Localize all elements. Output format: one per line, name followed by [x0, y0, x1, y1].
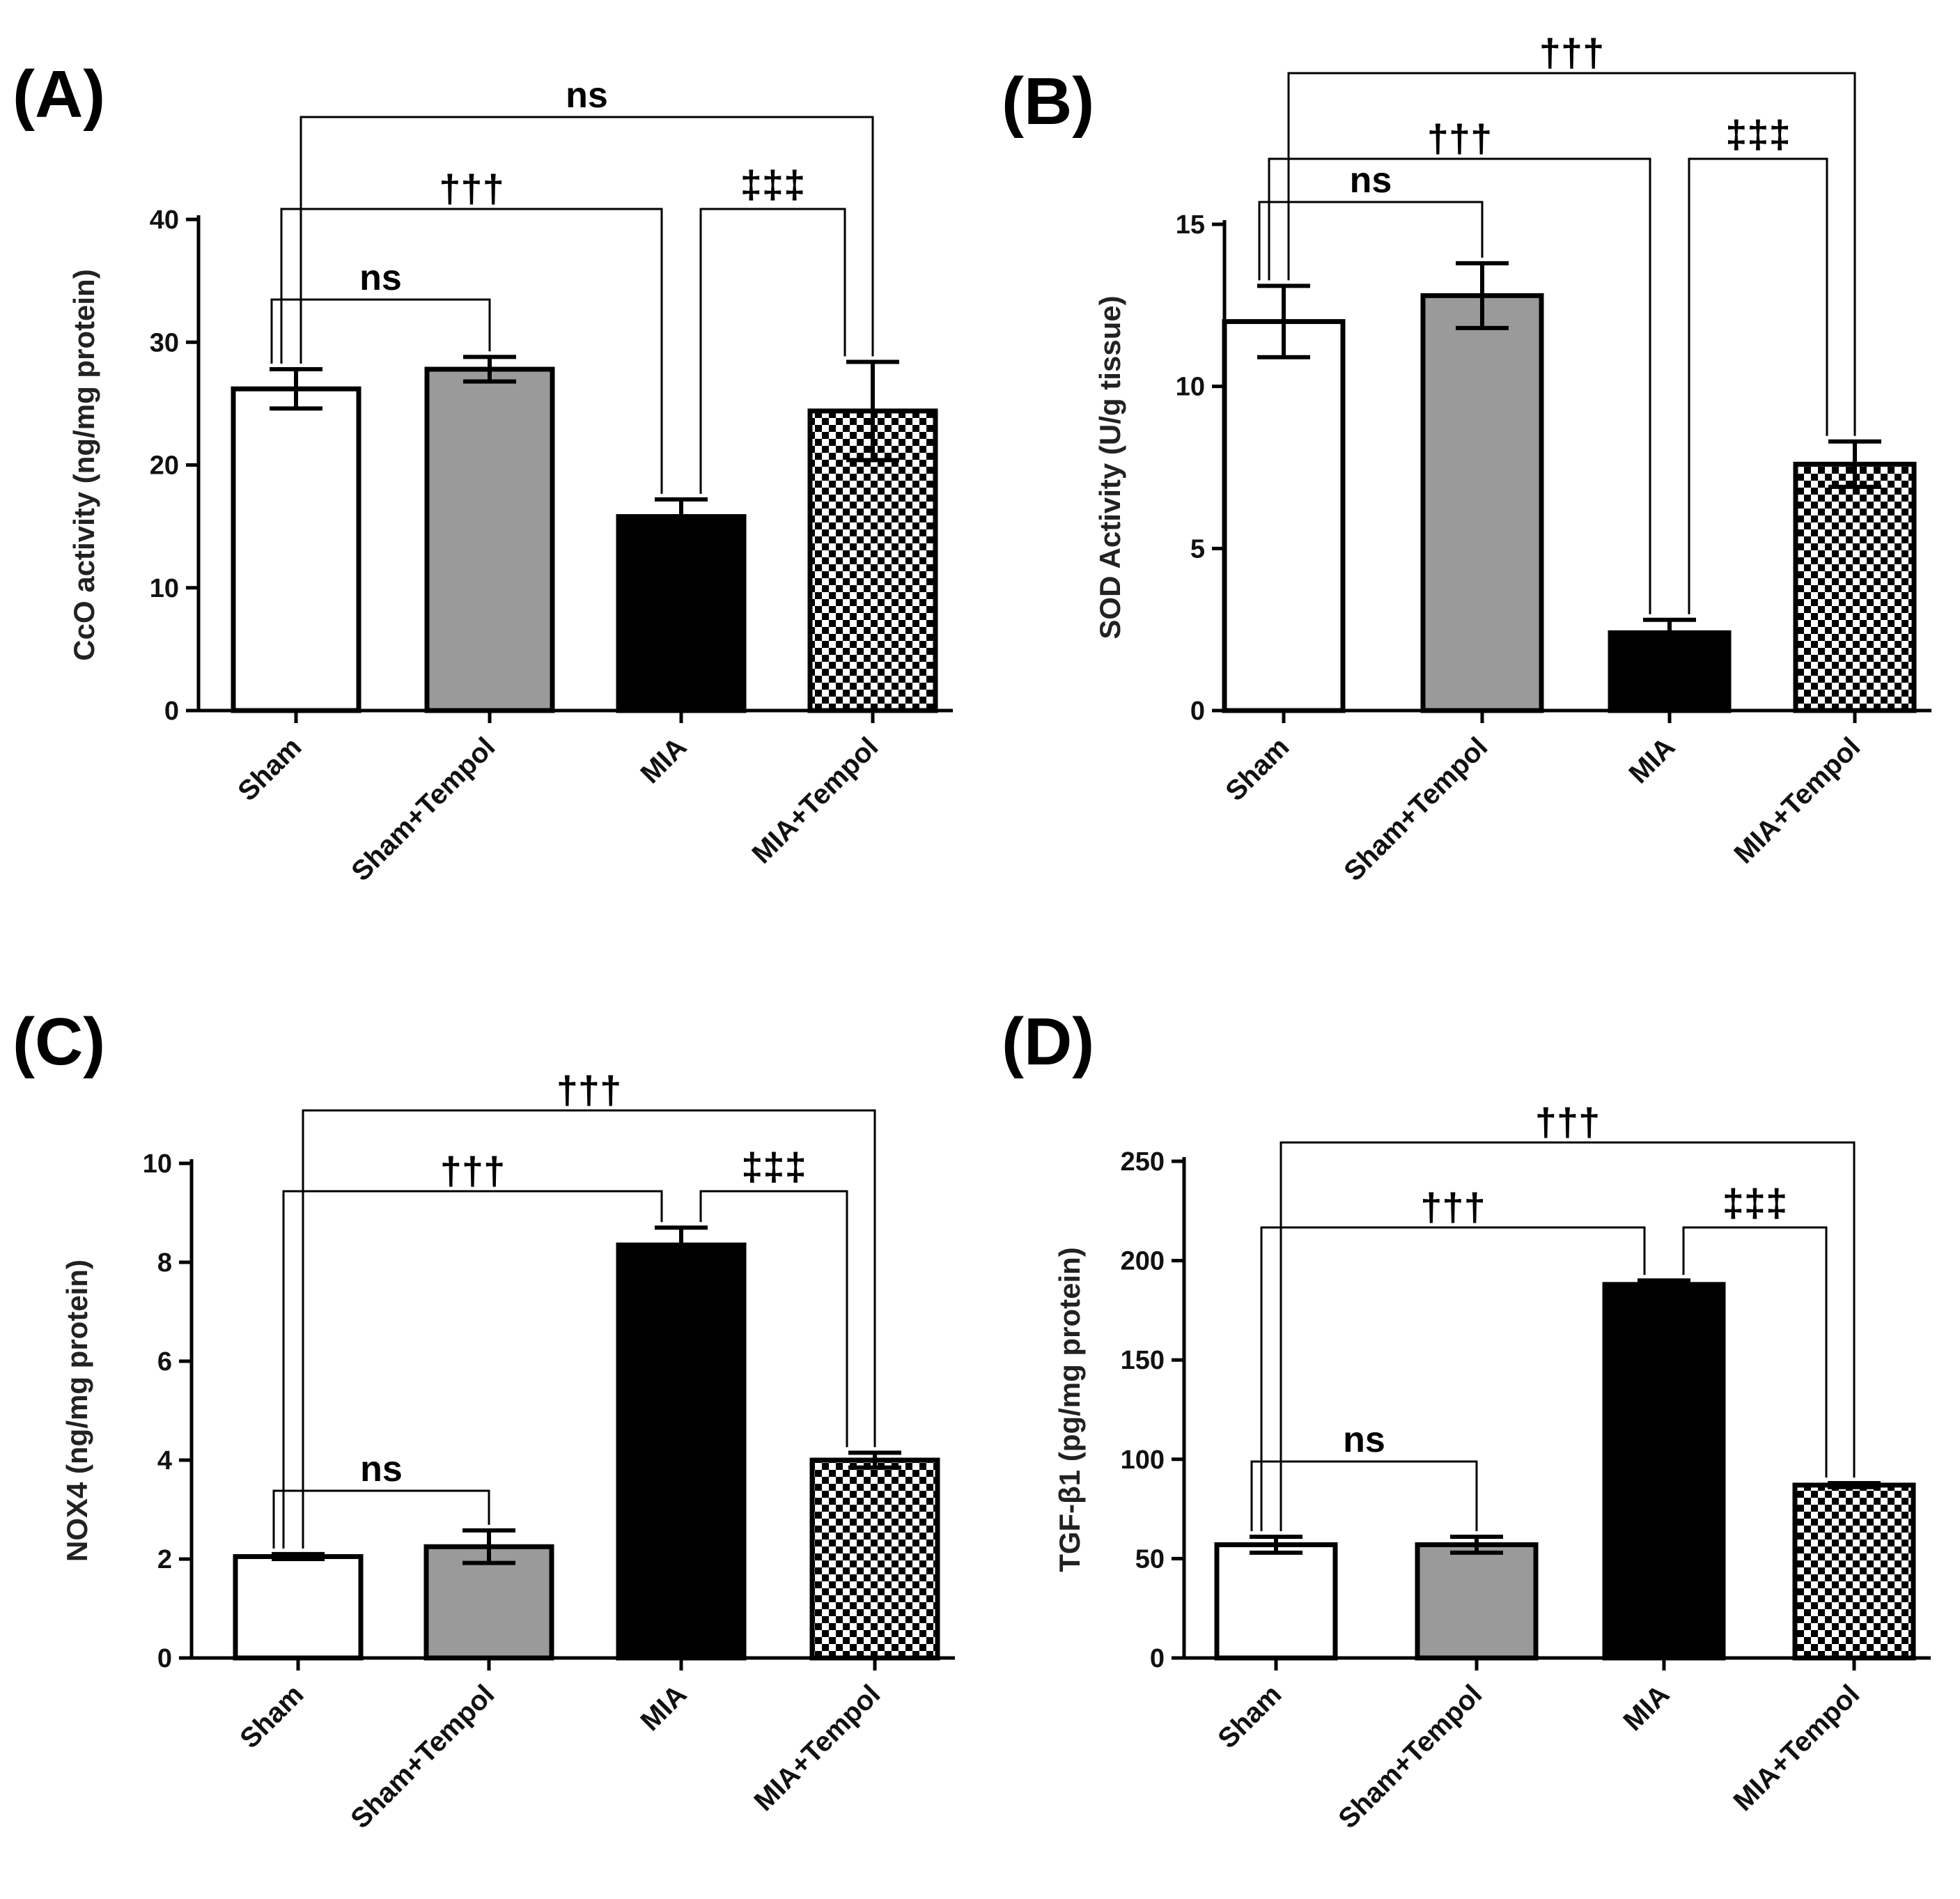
bar-sham [1222, 319, 1346, 713]
x-tick-label: Sham+Tempol [345, 731, 501, 887]
panel-label: (A) [13, 57, 105, 132]
significance-bracket [300, 116, 874, 364]
significance-dagger: ††† [440, 1149, 505, 1193]
y-axis-title: SOD Activity (U/g tissue) [1094, 295, 1126, 639]
significance-ns: ns [1343, 1420, 1385, 1460]
significance-bracket [1260, 1226, 1646, 1532]
bar-mia-tempol [1793, 461, 1917, 713]
significance-bracket [272, 1489, 490, 1549]
significance-bracket [282, 1190, 663, 1549]
significance-dagger: ††† [439, 166, 504, 210]
x-tick-label: Sham+Tempol [345, 1679, 500, 1834]
x-tick-label: Sham [1220, 731, 1295, 807]
significance-bracket [270, 298, 491, 364]
bar-sham [233, 1553, 364, 1661]
panel-label: (C) [13, 1005, 105, 1079]
bar-sham-tempol [1415, 1542, 1539, 1661]
bar-mia [1602, 1282, 1726, 1661]
x-tick-label: MIA+Tempol [748, 1679, 886, 1817]
significance-bracket [699, 1190, 848, 1448]
bar-mia-tempol [809, 1457, 940, 1661]
significance-bracket [1250, 1460, 1478, 1532]
x-tick-label: MIA+Tempol [746, 731, 884, 869]
panel-c: (C) NOX4 (ng/mg protein) 0 2 4 6 8 10 Sham Sham+T… [13, 1005, 955, 1834]
significance-bracket [280, 208, 663, 494]
y-tick-label: 0 [1150, 1644, 1165, 1673]
panel-d: (D) TGF-β1 (pg/mg protein) 0 50 100 150 200 250… [1002, 1005, 1931, 1834]
significance-dagger: ††† [1420, 1185, 1485, 1229]
significance-bracket [1258, 201, 1484, 281]
y-tick-label: 200 [1121, 1247, 1165, 1276]
y-tick-label: 2 [157, 1545, 172, 1574]
significance-double-dagger: ‡‡‡ [741, 1145, 806, 1188]
significance-double-dagger: ‡‡‡ [740, 162, 805, 206]
significance-bracket [1280, 1141, 1856, 1532]
y-axis-title: NOX4 (ng/mg protein) [61, 1259, 93, 1562]
significance-dagger: ††† [1539, 31, 1604, 75]
panel-b: (B) SOD Activity (U/g tissue) 0 5 10 15 Sham Sh… [1002, 31, 1931, 887]
panel-a: (A) CcO activity (ng/mg protein) 0 10 20 30 40… [13, 57, 953, 887]
bar-sham-tempol [1420, 293, 1544, 713]
y-tick-label: 50 [1135, 1544, 1165, 1574]
bar-mia-tempol [1792, 1482, 1916, 1661]
significance-ns: ns [360, 1449, 403, 1489]
x-tick-label: MIA [635, 731, 692, 789]
y-tick-label: 4 [157, 1446, 172, 1475]
y-axis-title: CcO activity (ng/mg protein) [68, 269, 100, 660]
panel-label: (D) [1002, 1005, 1094, 1079]
y-tick-label: 30 [150, 328, 179, 357]
significance-bracket [699, 208, 846, 494]
significance-ns: ns [566, 75, 608, 116]
bar-sham [1214, 1542, 1338, 1661]
significance-dagger: ††† [1427, 116, 1492, 160]
significance-dagger: ††† [1535, 1100, 1600, 1144]
y-tick-label: 15 [1176, 210, 1205, 240]
y-tick-label: 100 [1121, 1445, 1165, 1475]
significance-ns: ns [359, 258, 402, 298]
y-tick-label: 10 [1176, 373, 1205, 402]
y-tick-label: 150 [1121, 1346, 1165, 1375]
y-axis-title: TGF-β1 (pg/mg protein) [1053, 1247, 1086, 1572]
y-tick-label: 0 [157, 1644, 172, 1673]
bar-sham [231, 386, 361, 713]
bar-mia [616, 514, 747, 713]
x-tick-label: MIA [1623, 731, 1681, 789]
y-tick-label: 5 [1190, 534, 1205, 564]
x-tick-label: MIA [1617, 1679, 1675, 1737]
y-tick-label: 6 [157, 1347, 172, 1377]
bar-mia [616, 1242, 747, 1661]
significance-double-dagger: ‡‡‡ [1722, 1181, 1787, 1225]
x-tick-label: Sham [234, 1679, 309, 1754]
x-tick-label: Sham+Tempol [1332, 1679, 1488, 1834]
x-tick-label: MIA+Tempol [1727, 1679, 1865, 1817]
y-tick-label: 10 [150, 574, 179, 603]
y-tick-label: 0 [164, 697, 179, 726]
y-tick-label: 20 [150, 451, 179, 481]
significance-ns: ns [1350, 160, 1392, 201]
significance-bracket [1268, 157, 1651, 614]
significance-bracket [1688, 157, 1828, 614]
significance-bracket [1287, 72, 1856, 436]
significance-dagger: ††† [557, 1068, 621, 1112]
significance-bracket [302, 1109, 876, 1549]
x-tick-label: Sham [232, 731, 307, 807]
y-tick-label: 250 [1121, 1147, 1165, 1177]
x-tick-label: MIA [635, 1679, 692, 1737]
y-tick-label: 8 [157, 1248, 172, 1278]
bar-sham-tempol [424, 366, 555, 713]
x-tick-label: Sham+Tempol [1338, 731, 1493, 887]
y-tick-label: 10 [143, 1149, 172, 1179]
significance-double-dagger: ‡‡‡ [1725, 112, 1790, 156]
significance-bracket [1682, 1226, 1828, 1478]
x-tick-label: MIA+Tempol [1728, 731, 1866, 869]
x-tick-label: Sham [1212, 1679, 1287, 1754]
panel-label: (B) [1002, 64, 1094, 139]
y-tick-label: 0 [1190, 697, 1205, 726]
y-tick-label: 40 [150, 206, 179, 235]
